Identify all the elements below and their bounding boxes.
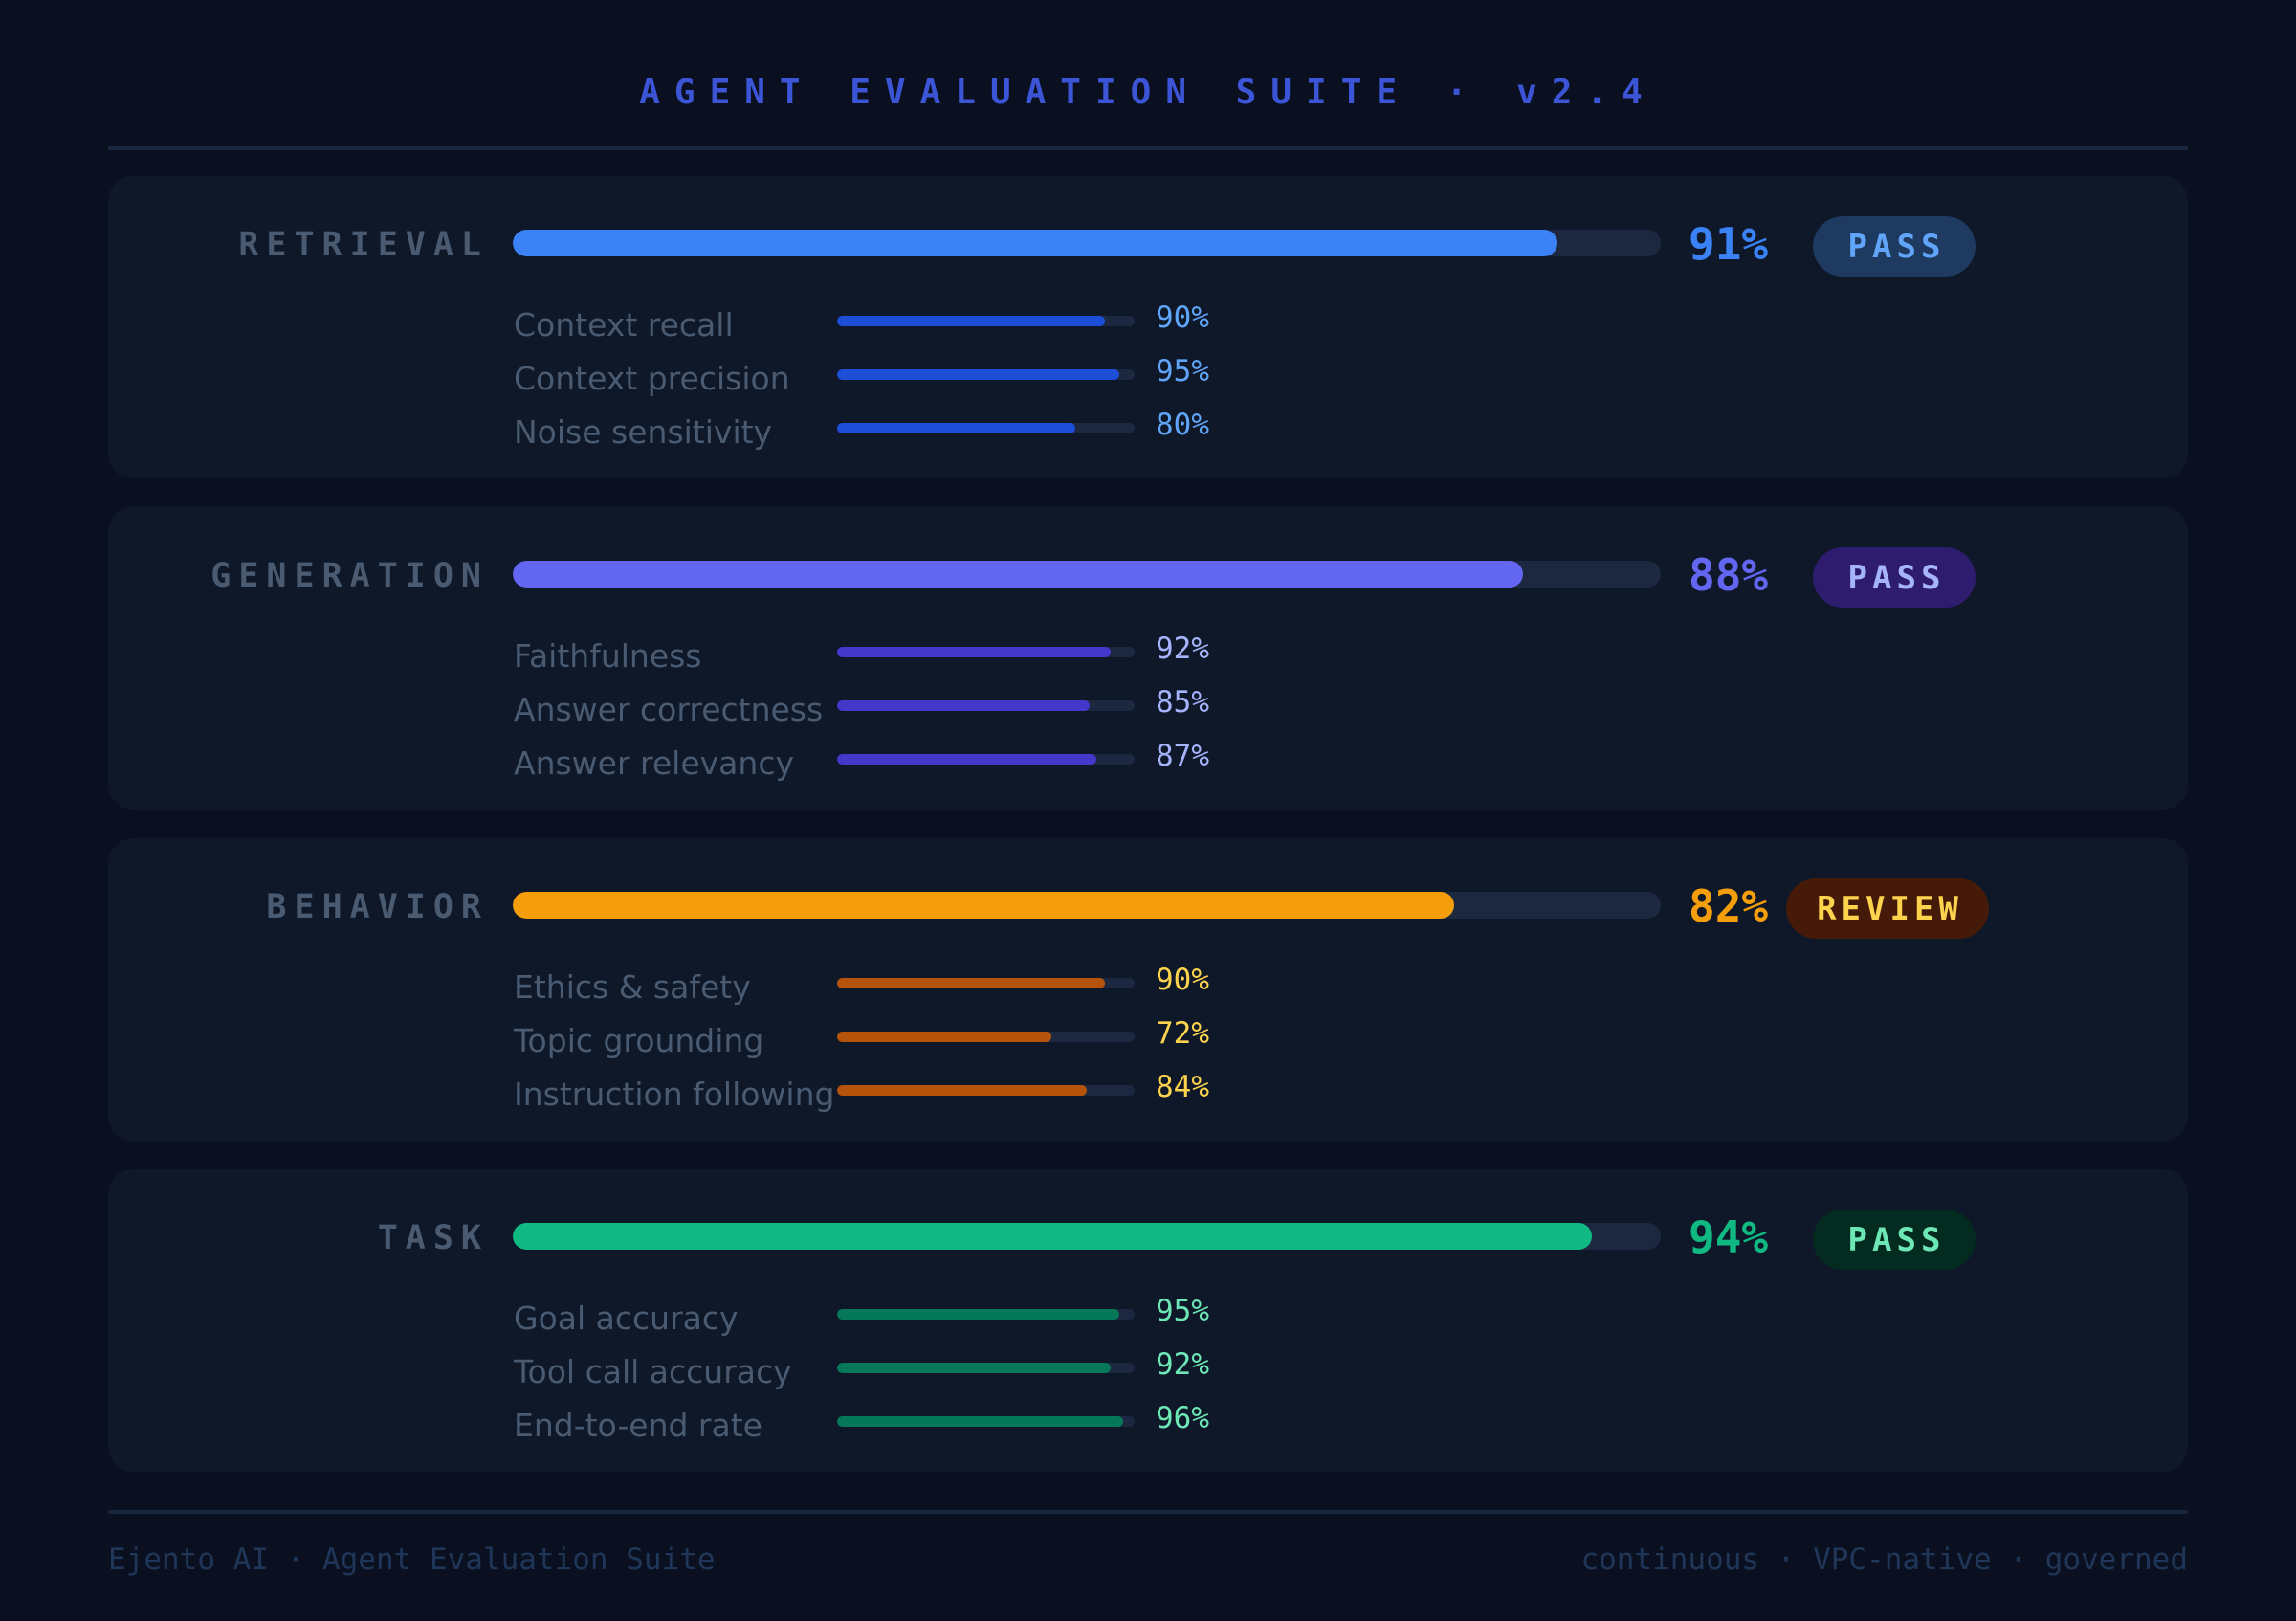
metric-value: 72% [1156, 1016, 1209, 1051]
metric-label: Answer relevancy [514, 744, 794, 782]
category-score: 94% [1689, 1211, 1769, 1263]
metric-label: Context recall [514, 306, 734, 344]
metric-track [837, 1363, 1135, 1373]
metric-label: Context precision [514, 360, 790, 397]
metric-label: Topic grounding [514, 1022, 764, 1059]
metric-label: Ethics & safety [514, 968, 751, 1006]
metric-track [837, 1309, 1135, 1320]
metric-track [837, 1032, 1135, 1042]
metric-bar [837, 1032, 1051, 1042]
category-score-track [513, 892, 1661, 919]
category-score-bar [513, 230, 1557, 256]
metric-value: 92% [1156, 1347, 1209, 1382]
category-score-track [513, 561, 1661, 588]
footer-tagline: continuous · VPC-native · governed [1580, 1543, 2188, 1577]
metric-value: 80% [1156, 408, 1209, 442]
metric-bar [837, 1309, 1120, 1320]
metric-label: Answer correctness [514, 691, 824, 728]
metric-track [837, 423, 1135, 433]
metric-track [837, 978, 1135, 988]
status-badge: PASS [1813, 1210, 1976, 1270]
metric-bar [837, 754, 1096, 765]
metric-bar [837, 423, 1075, 433]
metric-value: 84% [1156, 1070, 1209, 1104]
metric-value: 87% [1156, 739, 1209, 773]
metric-row: Faithfulness 92% [514, 632, 1375, 676]
metric-row: Context precision 95% [514, 354, 1375, 398]
metric-bar [837, 1363, 1112, 1373]
metric-label: Goal accuracy [514, 1299, 739, 1337]
metric-track [837, 316, 1135, 326]
metric-value: 85% [1156, 685, 1209, 720]
status-badge: REVIEW [1786, 878, 1989, 939]
metric-row: Answer relevancy 87% [514, 739, 1375, 783]
metric-bar [837, 1085, 1088, 1096]
metric-bar [837, 1416, 1123, 1427]
category-label: TASK [377, 1219, 489, 1257]
metric-bar [837, 647, 1112, 657]
category-label: BEHAVIOR [266, 888, 489, 926]
metric-track [837, 369, 1135, 380]
metric-bar [837, 369, 1120, 380]
category-card-behavior: BEHAVIOR 82% REVIEW Ethics & safety 90% … [108, 838, 2188, 1141]
metric-value: 96% [1156, 1401, 1209, 1435]
category-score: 91% [1689, 218, 1769, 270]
metric-bar [837, 700, 1091, 711]
status-badge: PASS [1813, 547, 1976, 608]
footer-divider [108, 1510, 2188, 1514]
category-score-track [513, 1223, 1661, 1250]
metric-label: Tool call accuracy [514, 1353, 792, 1390]
metric-row: Tool call accuracy 92% [514, 1347, 1375, 1391]
category-card-retrieval: RETRIEVAL 91% PASS Context recall 90% Co… [108, 176, 2188, 478]
metric-row: Goal accuracy 95% [514, 1294, 1375, 1338]
metric-value: 92% [1156, 632, 1209, 666]
metric-track [837, 1416, 1135, 1427]
metric-track [837, 1085, 1135, 1096]
category-label: RETRIEVAL [238, 226, 489, 264]
category-label: GENERATION [210, 557, 489, 595]
metric-track [837, 647, 1135, 657]
metric-row: Noise sensitivity 80% [514, 408, 1375, 452]
header-divider [108, 146, 2188, 150]
metric-row: Instruction following 84% [514, 1070, 1375, 1114]
footer-brand: Ejento AI · Agent Evaluation Suite [108, 1543, 716, 1577]
category-card-task: TASK 94% PASS Goal accuracy 95% Tool cal… [108, 1169, 2188, 1472]
metric-track [837, 700, 1135, 711]
metric-row: End-to-end rate 96% [514, 1401, 1375, 1445]
metric-bar [837, 978, 1105, 988]
metric-bar [837, 316, 1105, 326]
category-card-generation: GENERATION 88% PASS Faithfulness 92% Ans… [108, 507, 2188, 810]
metric-label: Noise sensitivity [514, 413, 773, 451]
metric-value: 95% [1156, 354, 1209, 389]
metric-label: Faithfulness [514, 637, 702, 675]
status-badge: PASS [1813, 216, 1976, 277]
metric-row: Answer correctness 85% [514, 685, 1375, 729]
metric-track [837, 754, 1135, 765]
metric-value: 90% [1156, 963, 1209, 997]
metric-row: Context recall 90% [514, 300, 1375, 344]
metric-label: End-to-end rate [514, 1407, 762, 1444]
metric-label: Instruction following [514, 1076, 835, 1113]
metric-row: Ethics & safety 90% [514, 963, 1375, 1007]
category-score-bar [513, 892, 1454, 919]
page-title: AGENT EVALUATION SUITE · v2.4 [639, 73, 1657, 112]
category-score-track [513, 230, 1661, 256]
metric-value: 95% [1156, 1294, 1209, 1328]
category-score-bar [513, 561, 1523, 588]
category-score: 82% [1689, 880, 1769, 932]
metric-row: Topic grounding 72% [514, 1016, 1375, 1060]
category-score: 88% [1689, 549, 1769, 601]
metric-value: 90% [1156, 300, 1209, 335]
category-score-bar [513, 1223, 1592, 1250]
